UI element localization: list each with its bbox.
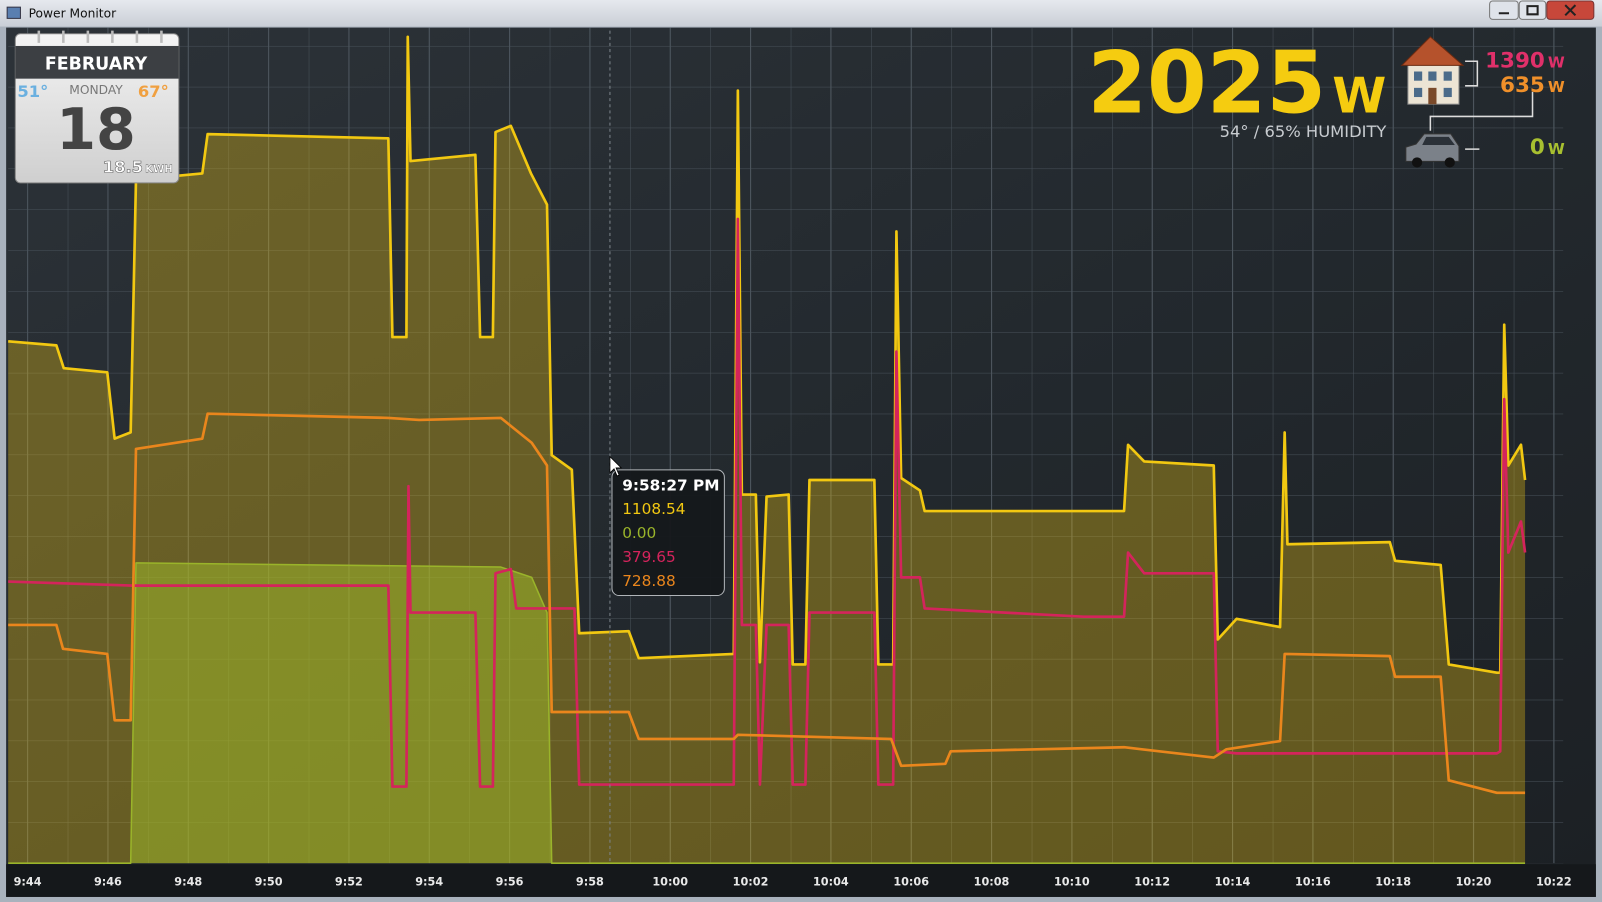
tooltip: 9:58:27 PM 1108.54 0.00 379.65 728.88 [611,469,725,597]
calendar-energy: 18.5 [103,158,143,177]
series-line [8,412,1526,795]
x-tick-label: 9:44 [14,876,42,889]
house-b-power: 635 [1500,73,1545,98]
house-a-power: 1390 [1485,48,1545,73]
x-tick-label: 9:48 [174,876,202,889]
x-tick-label: 10:14 [1215,876,1251,889]
series-area [8,562,1526,864]
tooltip-value: 379.65 [622,548,676,566]
calendar-weekday: MONDAY [69,83,123,97]
mouse-cursor [609,455,623,477]
car-unit: W [1548,140,1565,158]
x-tick-label: 10:16 [1295,876,1331,889]
car-icon [1405,133,1460,168]
x-tick-label: 9:52 [335,876,363,889]
series-line [8,562,1526,864]
x-tick-label: 9:54 [415,876,443,889]
calendar-high-temp: 67° [138,82,169,101]
x-tick-label: 9:56 [496,876,524,889]
x-tick-label: 10:18 [1375,876,1411,889]
app-icon [6,6,21,19]
weather: 54° / 65% HUMIDITY [1220,122,1387,141]
x-tick-label: 9:58 [576,876,604,889]
x-tick-label: 10:06 [893,876,929,889]
x-tick-label: 10:10 [1054,876,1090,889]
tooltip-time: 9:58:27 PM [622,476,719,494]
calendar-day: 18 [56,97,136,163]
x-tick-label: 9:50 [255,876,283,889]
tooltip-value: 728.88 [622,572,676,590]
x-axis-bar [6,864,1596,897]
connector-lines [1429,60,1534,150]
x-tick-label: 10:08 [974,876,1010,889]
x-tick-label: 10:02 [733,876,769,889]
tooltip-value: 1108.54 [622,500,685,518]
house-a-unit: W [1548,53,1565,71]
series-line [8,35,1527,674]
x-tick-label: 10:12 [1134,876,1170,889]
house-b-unit: W [1548,78,1565,96]
summary-panel: 2025 W 54° / 65% HUMIDITY 1390 W 635 W 0… [1087,33,1565,168]
calendar-low-temp: 51° [17,82,48,101]
calendar-header [15,45,179,79]
calendar-widget: FEBRUARY MONDAY 51° 67° 18 18.5 KWH [14,30,180,184]
x-tick-label: 10:20 [1456,876,1492,889]
calendar-energy-unit: KWH [145,165,173,176]
house-icon [1400,36,1465,105]
x-tick-label: 10:00 [652,876,688,889]
car-power: 0 [1530,135,1545,160]
tooltip-box [611,469,725,597]
x-tick-label: 9:46 [94,876,122,889]
calendar-month: FEBRUARY [45,54,148,74]
total-power-unit: W [1332,66,1386,124]
title-bar [0,0,1602,27]
window-title: Power Monitor [29,6,117,20]
maximize-button[interactable] [1518,0,1547,20]
tooltip-value: 0.00 [622,524,656,542]
minimize-button[interactable] [1489,0,1519,20]
x-tick-label: 10:22 [1536,876,1572,889]
series-line [8,217,1527,788]
x-axis: 9:44 9:46 9:48 9:50 9:52 9:54 9:56 9:58 10:00 10:… [14,876,1572,889]
total-power: 2025 [1087,33,1326,133]
window-controls [1489,0,1595,20]
x-tick-label: 10:04 [813,876,849,889]
plot-area [8,27,1555,864]
